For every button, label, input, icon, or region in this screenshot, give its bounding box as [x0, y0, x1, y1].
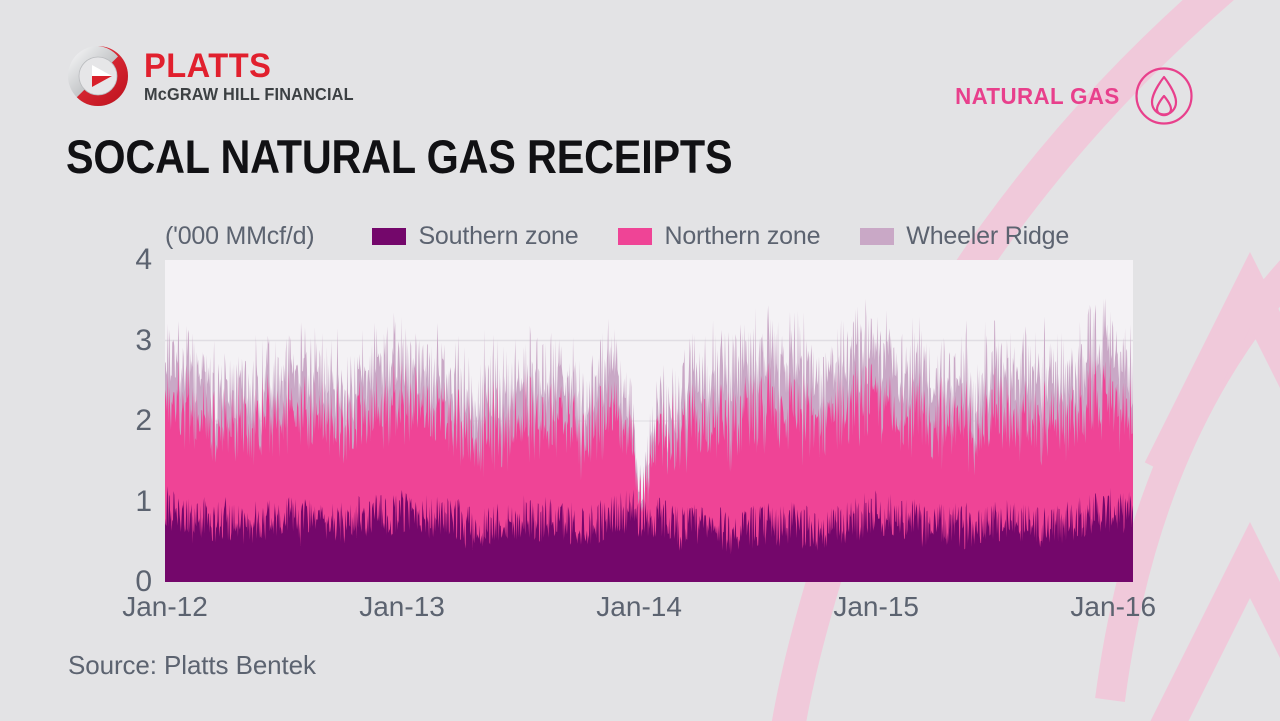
- legend-item-wheeler-ridge[interactable]: Wheeler Ridge: [860, 222, 1069, 251]
- area-southern-zone: [165, 486, 1133, 582]
- x-axis: Jan-12 Jan-13 Jan-14 Jan-15 Jan-16: [0, 591, 1280, 636]
- platts-brand-lockup: PLATTS McGRAW HILL FINANCIAL: [66, 44, 370, 108]
- legend-swatch-southern-zone: [372, 227, 407, 245]
- x-axis-tick: Jan-12: [122, 591, 208, 622]
- stacked-area-series: [165, 298, 1133, 582]
- sector-label: NATURAL GAS: [955, 82, 1120, 109]
- y-axis: 4 3 2 1 0: [108, 244, 152, 598]
- y-axis-tick: 2: [135, 404, 152, 437]
- x-axis-tick: Jan-13: [359, 591, 445, 622]
- chart-plot-area[interactable]: [165, 260, 1133, 582]
- x-axis-tick: Jan-16: [1070, 591, 1157, 622]
- units-label: ('000 MMcf/d): [165, 221, 315, 250]
- y-axis-tick: 3: [135, 323, 152, 357]
- sector-badge-group: NATURAL GAS: [950, 66, 1194, 126]
- brand-wordmark: PLATTS McGRAW HILL FINANCIAL: [144, 49, 370, 104]
- x-axis-tick: Jan-15: [833, 591, 919, 622]
- brand-tagline: McGRAW HILL FINANCIAL: [144, 83, 354, 104]
- chart-legend: ('000 MMcf/d) Southern zone Northern zon…: [165, 219, 1069, 253]
- legend-item-northern-zone[interactable]: Northern zone: [618, 222, 820, 251]
- platts-circle-play-logo: [68, 46, 128, 106]
- x-axis-tick: Jan-14: [596, 591, 682, 622]
- legend-swatch-wheeler-ridge: [860, 227, 895, 245]
- legend-item-southern-zone[interactable]: Southern zone: [372, 221, 579, 251]
- legend-label-wheeler-ridge: Wheeler Ridge: [906, 221, 1070, 250]
- brand-name: PLATTS: [144, 46, 272, 85]
- page-title: SOCAL NATURAL GAS RECEIPTS: [66, 130, 733, 183]
- legend-swatch-northern-zone: [618, 227, 653, 245]
- y-axis-tick: 4: [135, 243, 152, 276]
- source-note: Source: Platts Bentek: [68, 650, 316, 680]
- legend-label-southern-zone: Southern zone: [418, 221, 579, 250]
- flame-in-circle-icon: [1135, 67, 1193, 125]
- y-axis-tick: 1: [135, 484, 152, 518]
- y-axis-tick: 0: [135, 565, 152, 598]
- legend-label-northern-zone: Northern zone: [664, 221, 821, 250]
